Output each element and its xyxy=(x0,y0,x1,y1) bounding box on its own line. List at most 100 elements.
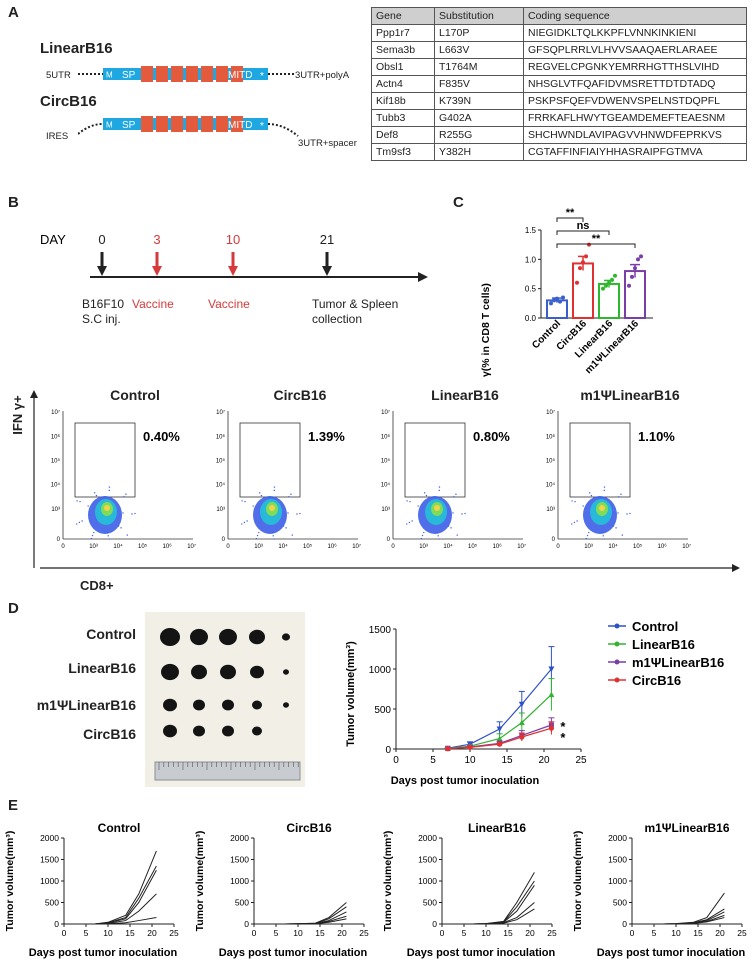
growth-point xyxy=(518,719,525,726)
individual-x-tick-label: 15 xyxy=(693,928,703,938)
flow-event-dot xyxy=(244,500,246,503)
flow-event-dot xyxy=(629,512,631,515)
growth-x-tick-label: 15 xyxy=(501,755,513,766)
timeline-arrow-head xyxy=(97,266,107,276)
individual-x-tick-label: 20 xyxy=(525,928,535,938)
tumor-specimen xyxy=(252,700,262,710)
linear-star-label: * xyxy=(260,71,264,82)
tumor-specimen xyxy=(219,628,237,646)
cell-coding-sequence: CGTAFFINFIAIYHHASRAIPFGTMVA xyxy=(523,143,747,161)
flow-x-tick-label: 10⁷ xyxy=(682,543,691,550)
flow-event-dot xyxy=(258,531,260,534)
flow-y-tick-label: 10⁴ xyxy=(216,482,226,489)
flow-event-dot xyxy=(436,531,439,534)
ifn-point xyxy=(558,299,562,304)
flow-event-dot xyxy=(287,512,289,514)
tumor-specimen xyxy=(193,725,205,737)
flow-event-dot xyxy=(417,505,419,507)
flow-event-dot xyxy=(409,500,411,503)
cell-coding-sequence: PSKPSFQEFVDWENVSPELNSTDQPFL xyxy=(523,92,747,110)
ifn-point xyxy=(575,280,579,285)
panel-letter-c: C xyxy=(453,194,464,211)
flow-event-dot xyxy=(282,525,285,527)
individual-y-tick-label: 0 xyxy=(432,919,437,929)
table-row: Sema3b L663V GFSQPLRRLVLHVVSAAQAERLARAEE xyxy=(371,41,747,59)
flow-event-dot xyxy=(601,531,604,534)
growth-x-tick-label: 5 xyxy=(430,755,436,766)
growth-significance-star: * xyxy=(560,730,566,745)
circ-star-label: * xyxy=(260,121,264,132)
flow-event-dot xyxy=(411,520,413,522)
flow-gate-percentage: 0.80% xyxy=(473,429,510,444)
flow-y-tick-label: 10³ xyxy=(381,507,390,513)
individual-growth-chart-0: Control Tumor volume(mm³) Days post tumor … xyxy=(4,821,179,959)
flow-x-tick-label: 10⁴ xyxy=(113,543,123,550)
panel-letter-b: B xyxy=(8,194,19,211)
ifn-point xyxy=(630,274,634,279)
cell-substitution: T1764M xyxy=(434,58,524,76)
flow-y-tick-label: 0 xyxy=(387,537,391,543)
timeline-day-10: 10 xyxy=(226,232,240,247)
growth-significance-star: * xyxy=(560,719,566,734)
flow-event-dot xyxy=(438,489,440,492)
ifn-bar-chart: IFN γ(% in CD8 T cells) 0.00.51.01.5Cont… xyxy=(480,207,653,380)
individual-x-tick-label: 0 xyxy=(62,928,67,938)
circ-right-label: 3UTR+spacer xyxy=(298,138,357,149)
growth-point xyxy=(518,701,525,708)
flow-event-dot xyxy=(241,523,243,525)
growth-legend-marker xyxy=(614,677,620,683)
flow-x-tick-label: 10⁵ xyxy=(303,543,313,550)
flow-plot-2: 0 10³ 10⁴ 10⁵ 10⁶ 10⁷ 0 10³ 10⁴ 10⁵ 10⁶ 10⁷ 0.80% xyxy=(381,409,526,550)
timeline-label-line: S.C inj. xyxy=(82,312,121,326)
growth-point xyxy=(496,735,503,742)
linear-right-label: 3UTR+polyA xyxy=(295,70,350,81)
circ-m-label: M xyxy=(106,121,113,130)
cell-gene: Kif18b xyxy=(371,92,435,110)
individual-y-tick-label: 1000 xyxy=(418,876,437,886)
individual-y-tick-label: 1500 xyxy=(230,855,249,865)
timeline-label-line: Vaccine xyxy=(208,297,250,311)
individual-series-line xyxy=(94,917,157,925)
individual-x-tick-label: 20 xyxy=(337,928,347,938)
individual-chart-title: m1ΨLinearB16 xyxy=(644,821,729,835)
timeline-event-label: B16F10 S.C inj. xyxy=(82,297,124,326)
cell-substitution: K739N xyxy=(434,92,524,110)
ifn-point xyxy=(601,286,605,291)
individual-y-label: Tumor volume(mm³) xyxy=(572,831,584,932)
flow-x-tick-label: 10⁴ xyxy=(608,543,618,550)
flow-event-dot xyxy=(108,489,110,492)
timeline-day-label: DAY xyxy=(40,232,66,247)
ifn-point xyxy=(607,280,611,285)
panel-letter-d: D xyxy=(8,600,19,617)
individual-chart-title: LinearB16 xyxy=(468,821,526,835)
flow-x-tick-label: 0 xyxy=(391,544,395,550)
individual-y-tick-label: 500 xyxy=(45,898,59,908)
timeline-arrow-head xyxy=(152,266,162,276)
timeline-label-line: collection xyxy=(312,312,362,326)
flow-y-tick-label: 10³ xyxy=(546,507,555,513)
growth-legend-label: m1ΨLinearB16 xyxy=(632,655,724,670)
flow-density-peak xyxy=(599,505,605,511)
flow-gate xyxy=(569,422,631,498)
flow-x-tick-label: 10³ xyxy=(89,544,98,550)
caliper-ruler xyxy=(154,761,301,781)
flow-event-dot xyxy=(134,512,136,515)
ifn-significance-label: ns xyxy=(577,220,590,232)
flow-x-tick-label: 10⁵ xyxy=(468,543,478,550)
flow-event-dot xyxy=(79,500,81,503)
flow-event-dot xyxy=(273,489,275,492)
flow-event-dot xyxy=(420,537,423,540)
flow-x-tick-label: 10⁴ xyxy=(443,543,453,550)
flow-event-dot xyxy=(408,521,411,524)
growth-point xyxy=(445,746,451,752)
cell-coding-sequence: FRRKAFLHWYTGEAMDEMEFTEAESNM xyxy=(523,109,747,127)
cell-substitution: F835V xyxy=(434,75,524,93)
individual-x-label: Days post tumor inoculation xyxy=(29,947,178,959)
flow-gate xyxy=(404,422,466,498)
individual-x-label: Days post tumor inoculation xyxy=(407,947,556,959)
tumor-specimen xyxy=(163,698,177,712)
individual-x-tick-label: 25 xyxy=(547,928,557,938)
individual-x-tick-label: 5 xyxy=(84,928,89,938)
timeline-event-label: Vaccine xyxy=(208,297,250,311)
cell-coding-sequence: NIEGIDKLTQLKKPFLVNNKINKIENI xyxy=(523,24,747,42)
